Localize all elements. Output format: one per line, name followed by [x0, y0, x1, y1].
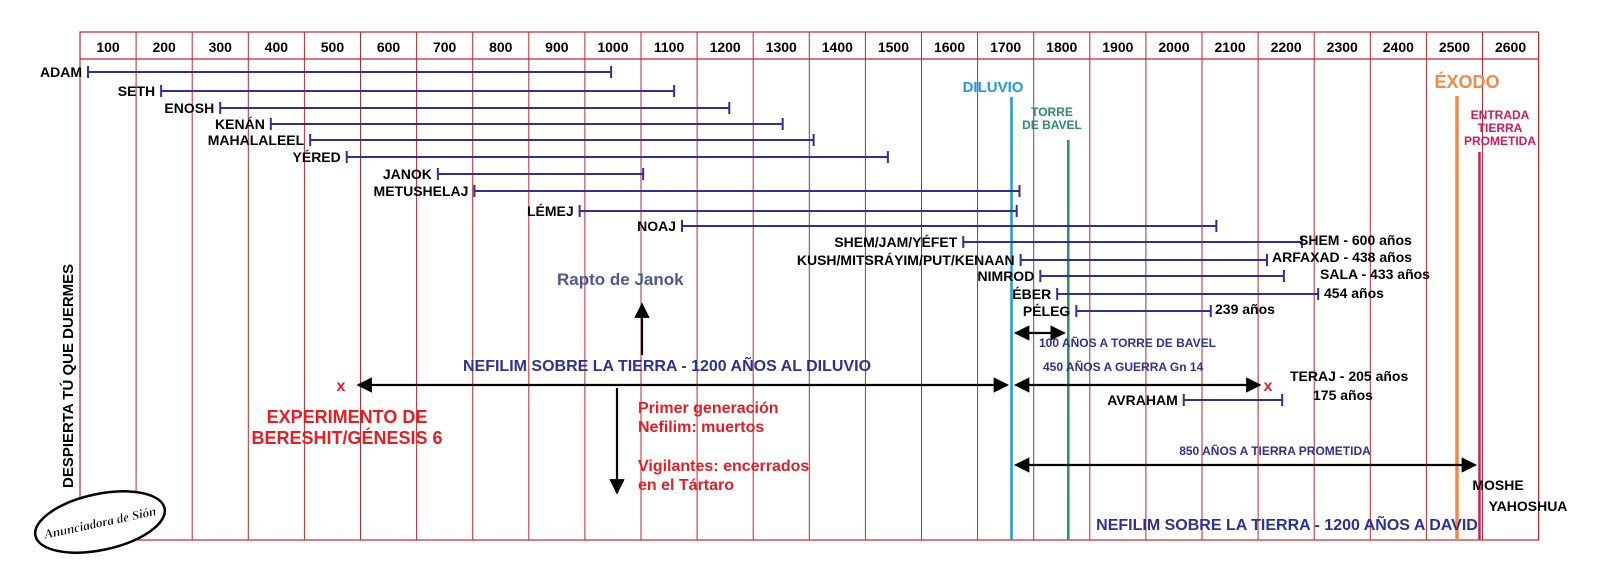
lifespan-name: LÉMEJ [527, 203, 574, 219]
lifespan-name: KUSH/MITSRÁYIM/PUT/KENAAN [797, 252, 1015, 268]
rapture-label: Rapto de Janok [557, 270, 684, 289]
event-babel-label-1: TORRE [1031, 105, 1073, 119]
note-arfaxad: ARFAXAD - 438 años [1272, 249, 1412, 265]
lifespan-bar: NIMROD [978, 268, 1285, 284]
lifespan-name: ADAM [40, 64, 82, 80]
lifespan-bar: KUSH/MITSRÁYIM/PUT/KENAAN [797, 252, 1268, 268]
moshe-label: MOSHE [1472, 477, 1523, 493]
lifespan-bar: KENÁN [215, 116, 784, 132]
year-header: 1500 [878, 39, 909, 55]
lifespan-bar: LÉMEJ [527, 203, 1018, 219]
generation-label-1: Primer generación [638, 400, 779, 417]
year-header: 1700 [990, 39, 1021, 55]
lifespan-name: METUSHELAJ [374, 183, 469, 199]
year-header: 2200 [1271, 39, 1302, 55]
lifespan-name: YÉRED [293, 149, 341, 165]
year-header: 700 [433, 39, 457, 55]
lifespan-name: AVRAHAM [1107, 392, 1178, 408]
cross-left: x [337, 378, 346, 395]
note-avraham: 175 años [1313, 387, 1373, 403]
logo: Anunciadora de Sión [33, 490, 167, 554]
lifespan-name: SHEM/JAM/YÉFET [834, 234, 957, 250]
lifespan-name: ÉBER [1012, 286, 1051, 302]
nefilim-flood-label: NEFILIM SOBRE LA TIERRA - 1200 AÑOS AL D… [463, 355, 871, 375]
lifespan-bar: JANOK [383, 166, 645, 182]
to-war-label: 450 AÑOS A GUERRA Gn 14 [1043, 359, 1204, 374]
event-promised-label-3: PROMETIDA [1464, 134, 1536, 148]
year-header: 2000 [1158, 39, 1189, 55]
nefilim-david-label: NEFILIM SOBRE LA TIERRA - 1200 AÑOS A DA… [1096, 514, 1478, 534]
year-header: 1900 [1102, 39, 1133, 55]
lifespan-name: NIMROD [978, 268, 1035, 284]
year-header: 2500 [1439, 39, 1470, 55]
year-header: 1400 [822, 39, 853, 55]
event-exodus-label: ÉXODO [1434, 71, 1499, 92]
generation-label-2: Nefilim: muertos [638, 419, 764, 436]
lifespan-name: JANOK [383, 166, 432, 182]
year-header: 100 [96, 39, 120, 55]
year-header: 200 [152, 39, 176, 55]
year-header: 2400 [1383, 39, 1414, 55]
event-promised-label-1: ENTRADA [1471, 108, 1530, 122]
lifespan-bar: NOAJ [637, 218, 1218, 234]
year-header: 1200 [710, 39, 741, 55]
watchers-label-1: Vigilantes: encerrados [638, 458, 809, 475]
yahoshua-label: YAHOSHUA [1489, 498, 1568, 514]
year-header: 900 [545, 39, 569, 55]
lifespan-bar: ÉBER [1012, 286, 1320, 302]
note-terah: TERAJ - 205 años [1290, 368, 1408, 384]
lifespan-bar: SETH [118, 83, 676, 99]
year-header: 600 [377, 39, 401, 55]
event-flood-label: DILUVIO [963, 79, 1024, 96]
lifespan-bar: PÉLEG [1023, 303, 1212, 319]
lifespan-name: NOAJ [637, 218, 676, 234]
year-header: 1800 [1046, 39, 1077, 55]
lifespan-bar: SHEM/JAM/YÉFET [834, 234, 1303, 250]
lifespan-name: PÉLEG [1023, 303, 1071, 319]
lifespan-bar: ENOSH [164, 100, 731, 116]
year-header: 1000 [597, 39, 628, 55]
experiment-label-1: EXPERIMENTO DE [267, 407, 428, 427]
lifespan-bar: YÉRED [293, 149, 889, 165]
lifespan-name: SETH [118, 83, 155, 99]
lifespan-bar: METUSHELAJ [374, 183, 1021, 199]
year-header: 1100 [654, 39, 685, 55]
note-peleg: 239 años [1215, 301, 1275, 317]
watchers-label-2: en el Tártaro [638, 477, 734, 494]
lifespan-name: ENOSH [164, 100, 214, 116]
event-promised-label-2: TIERRA [1478, 121, 1523, 135]
lifespan-name: MAHALALEEL [208, 132, 305, 148]
to-promised-label: 850 AÑOS A TIERRA PROMETIDA [1179, 443, 1371, 458]
year-header: 500 [321, 39, 345, 55]
year-header: 400 [265, 39, 289, 55]
year-header: 2300 [1327, 39, 1358, 55]
year-header: 1300 [766, 39, 797, 55]
note-shem: SHEM - 600 años [1299, 232, 1412, 248]
year-header: 800 [489, 39, 513, 55]
lifespan-bar: MAHALALEEL [208, 132, 815, 148]
note-eber: 454 años [1324, 285, 1384, 301]
cross-right: x [1264, 378, 1273, 395]
year-header: 2600 [1495, 39, 1526, 55]
year-header: 2100 [1214, 39, 1245, 55]
lifespan-bar: AVRAHAM [1107, 392, 1284, 408]
lifespan-bar: ADAM [40, 64, 613, 80]
experiment-label-2: BERESHIT/GÉNESIS 6 [251, 427, 442, 448]
year-header: 300 [209, 39, 233, 55]
vertical-caption: DESPIERTA TÚ QUE DUERMES [59, 264, 77, 488]
event-babel-label-2: DE BAVEL [1022, 118, 1082, 132]
lifespan-name: KENÁN [215, 116, 265, 132]
to-babel-label: 100 AÑOS A TORRE DE BAVEL [1039, 335, 1216, 350]
note-sala: SALA - 433 años [1320, 266, 1430, 282]
year-header: 1600 [934, 39, 965, 55]
